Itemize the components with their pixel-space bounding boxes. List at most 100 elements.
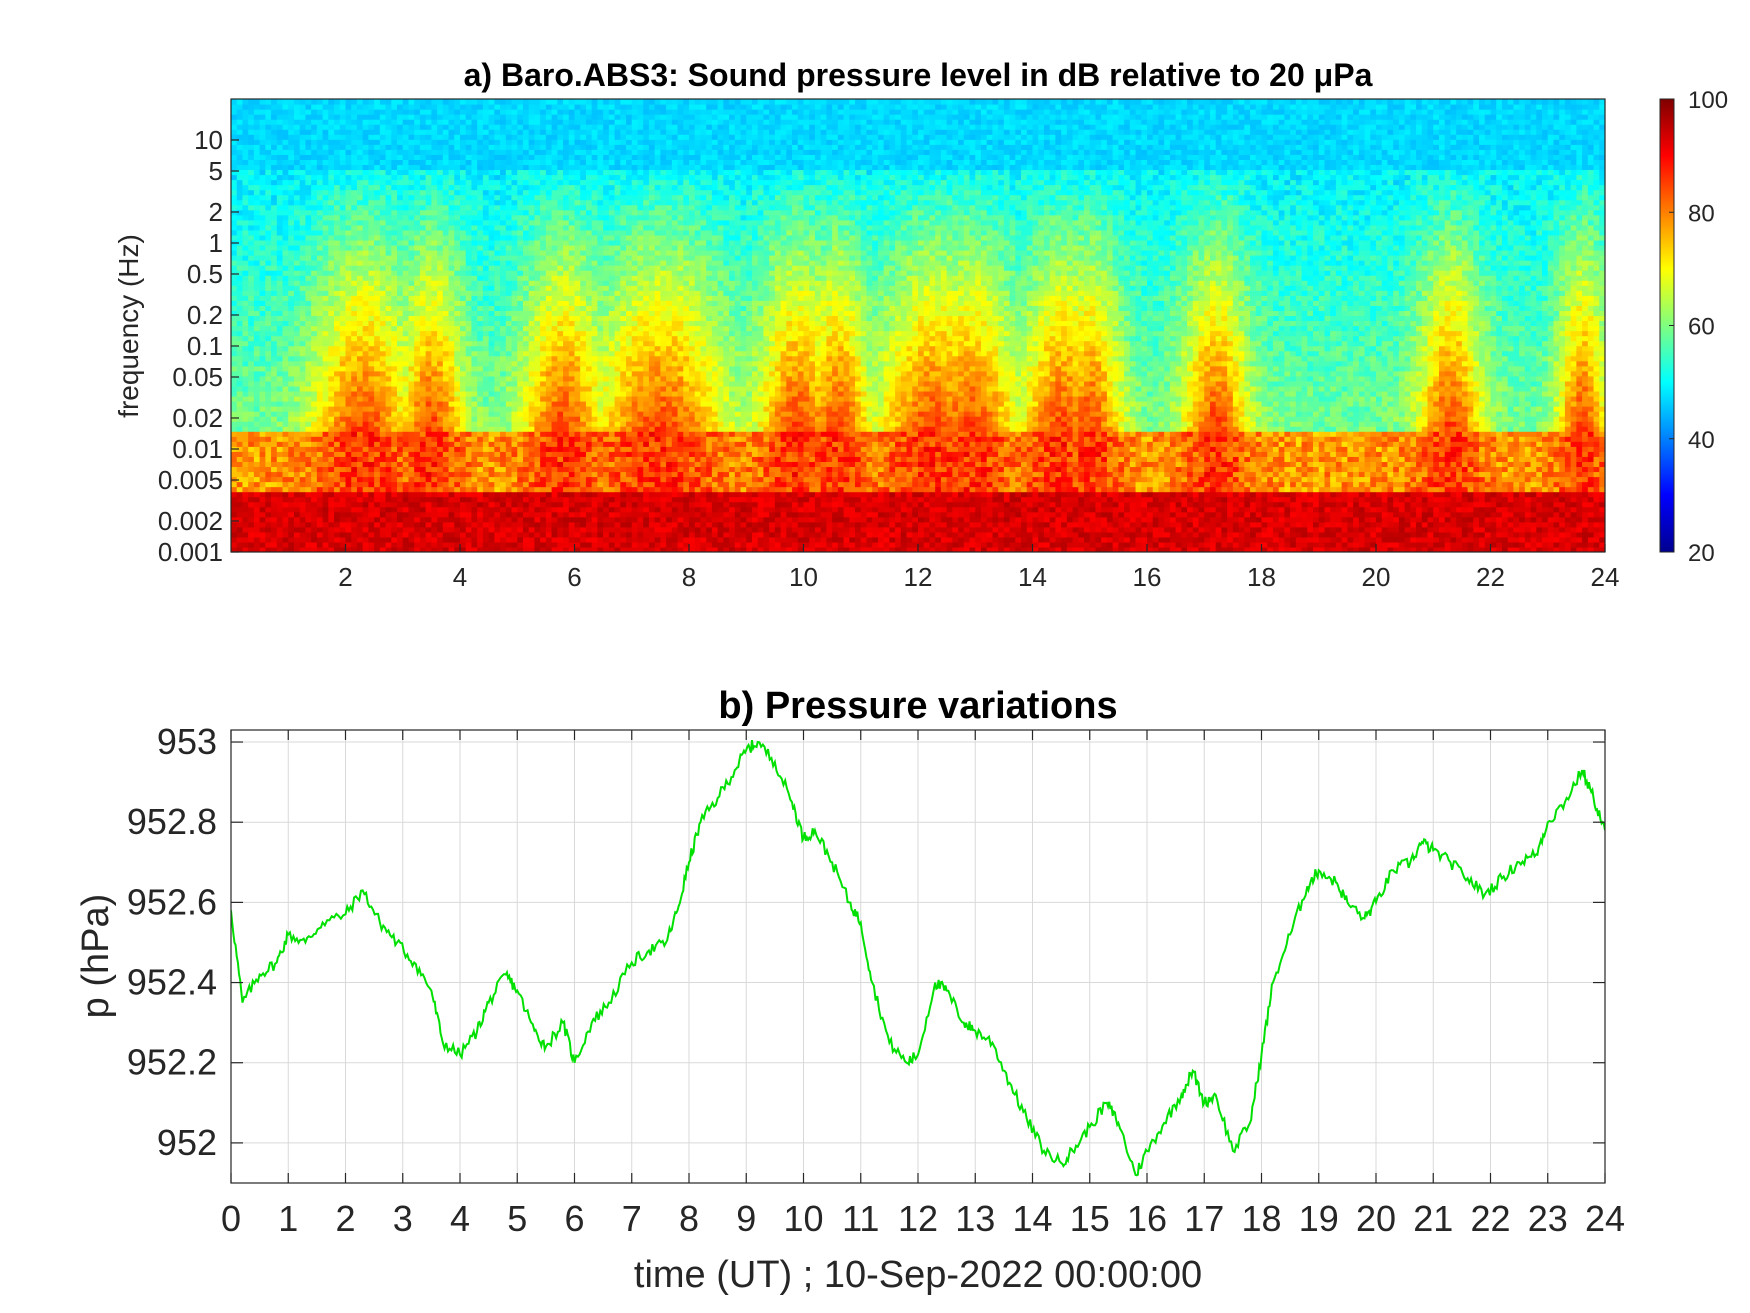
heatmap-cell bbox=[500, 531, 507, 538]
heatmap-cell bbox=[500, 380, 507, 387]
heatmap-cell bbox=[477, 401, 484, 407]
heatmap-cell bbox=[488, 501, 495, 508]
heatmap-cell bbox=[259, 275, 266, 281]
heatmap-cell bbox=[460, 390, 467, 397]
heatmap-cell bbox=[385, 260, 392, 266]
heatmap-cell bbox=[460, 174, 467, 181]
heatmap-cell bbox=[282, 546, 289, 552]
heatmap-cell bbox=[494, 104, 501, 110]
heatmap-cell bbox=[522, 526, 530, 533]
heatmap-cell bbox=[248, 496, 255, 503]
heatmap-cell bbox=[282, 229, 289, 236]
heatmap-cell bbox=[356, 114, 364, 120]
heatmap-cell bbox=[379, 411, 387, 417]
heatmap-cell bbox=[494, 204, 501, 211]
heatmap-cell bbox=[477, 224, 484, 231]
heatmap-cell bbox=[282, 280, 289, 286]
heatmap-cell bbox=[545, 491, 553, 498]
heatmap-cell bbox=[448, 491, 455, 498]
heatmap-cell bbox=[345, 375, 352, 382]
heatmap-cell bbox=[471, 114, 478, 120]
heatmap-cell bbox=[522, 390, 530, 397]
heatmap-cell bbox=[242, 456, 249, 462]
heatmap-cell bbox=[431, 511, 438, 518]
heatmap-cell bbox=[528, 310, 536, 317]
heatmap-cell bbox=[374, 516, 381, 523]
heatmap-cell bbox=[356, 546, 364, 552]
heatmap-cell bbox=[397, 119, 404, 125]
heatmap-cell bbox=[293, 199, 301, 206]
heatmap-cell bbox=[402, 506, 410, 513]
heatmap-cell bbox=[414, 305, 421, 311]
heatmap-cell bbox=[488, 390, 495, 397]
heatmap-cell bbox=[288, 139, 295, 145]
heatmap-cell bbox=[282, 350, 289, 357]
heatmap-cell bbox=[305, 224, 312, 231]
heatmap-cell bbox=[339, 486, 347, 493]
heatmap-cell bbox=[442, 139, 450, 145]
heatmap-cell bbox=[379, 310, 387, 317]
heatmap-cell bbox=[540, 466, 547, 473]
heatmap-cell bbox=[231, 441, 238, 447]
heatmap-cell bbox=[511, 275, 518, 281]
heatmap-cell bbox=[460, 139, 467, 145]
heatmap-cell bbox=[431, 310, 438, 317]
heatmap-cell bbox=[282, 531, 289, 538]
heatmap-cell bbox=[265, 401, 272, 407]
heatmap-cell bbox=[425, 104, 432, 110]
heatmap-cell bbox=[448, 471, 455, 478]
heatmap-cell bbox=[242, 385, 249, 392]
heatmap-cell bbox=[282, 416, 289, 422]
heatmap-cell bbox=[540, 496, 547, 503]
heatmap-cell bbox=[511, 491, 518, 498]
heatmap-cell bbox=[517, 390, 524, 397]
heatmap-cell bbox=[522, 300, 530, 306]
heatmap-cell bbox=[442, 144, 450, 150]
heatmap-cell bbox=[242, 466, 249, 473]
heatmap-cell bbox=[385, 250, 392, 256]
heatmap-cell bbox=[540, 491, 547, 498]
heatmap-cell bbox=[408, 536, 415, 543]
heatmap-cell bbox=[414, 275, 421, 281]
heatmap-cell bbox=[431, 144, 438, 150]
heatmap-cell bbox=[545, 340, 553, 347]
heatmap-cell bbox=[482, 375, 490, 382]
heatmap-cell bbox=[517, 260, 524, 266]
heatmap-cell bbox=[276, 385, 284, 392]
heatmap-cell bbox=[517, 300, 524, 306]
heatmap-cell bbox=[460, 516, 467, 523]
heatmap-cell bbox=[271, 421, 278, 427]
heatmap-cell bbox=[305, 179, 312, 186]
heatmap-cell bbox=[477, 536, 484, 543]
heatmap-cell bbox=[242, 184, 249, 191]
heatmap-cell bbox=[448, 114, 455, 120]
heatmap-cell bbox=[465, 451, 473, 457]
heatmap-cell bbox=[351, 250, 358, 256]
heatmap-cell bbox=[397, 204, 404, 211]
heatmap-cell bbox=[500, 406, 507, 412]
heatmap-cell bbox=[545, 501, 553, 508]
heatmap-cell bbox=[316, 546, 324, 552]
heatmap-cell bbox=[534, 380, 541, 387]
heatmap-cell bbox=[534, 345, 541, 352]
heatmap-cell bbox=[259, 426, 266, 432]
heatmap-cell bbox=[299, 506, 307, 513]
heatmap-cell bbox=[299, 144, 307, 150]
heatmap-cell bbox=[517, 335, 524, 342]
heatmap-cell bbox=[460, 149, 467, 155]
heatmap-cell bbox=[437, 416, 444, 422]
heatmap-cell bbox=[414, 531, 421, 538]
heatmap-cell bbox=[305, 456, 312, 462]
heatmap-cell bbox=[408, 305, 415, 311]
heatmap-cell bbox=[488, 365, 495, 372]
heatmap-cell bbox=[414, 411, 421, 417]
heatmap-cell bbox=[265, 159, 272, 166]
heatmap-cell bbox=[402, 411, 410, 417]
heatmap-cell bbox=[368, 295, 375, 301]
heatmap-cell bbox=[242, 526, 249, 533]
heatmap-cell bbox=[471, 119, 478, 125]
heatmap-cell bbox=[500, 541, 507, 548]
heatmap-cell bbox=[442, 305, 450, 311]
heatmap-cell bbox=[414, 250, 421, 256]
heatmap-cell bbox=[414, 189, 421, 196]
